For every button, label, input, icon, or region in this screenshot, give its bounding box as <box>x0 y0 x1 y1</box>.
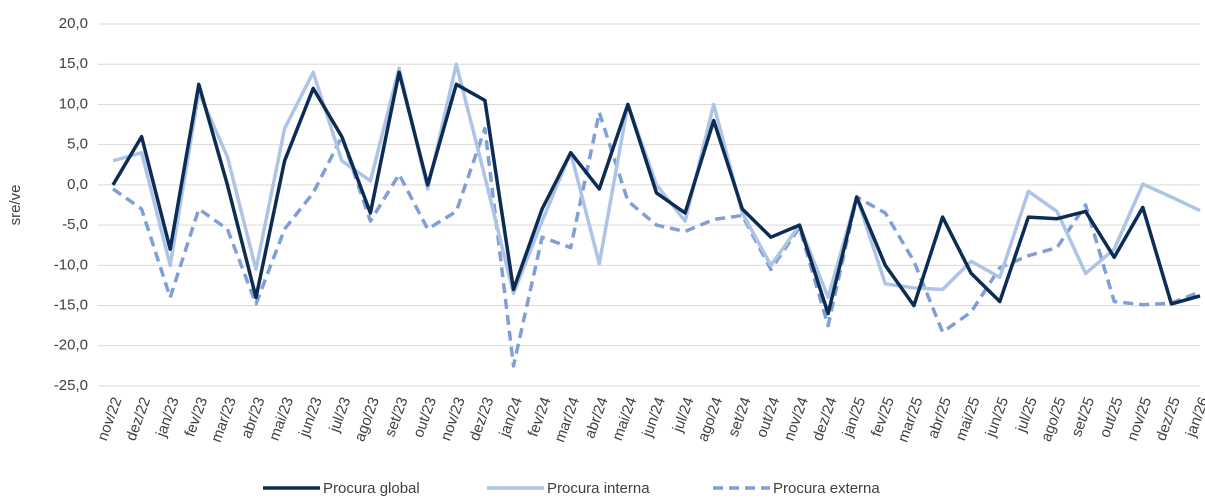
x-tick-label: dez/24 <box>809 395 840 443</box>
x-tick-label: dez/22 <box>123 395 154 443</box>
y-tick-label: 0,0 <box>67 176 88 193</box>
y-tick-label: -5,0 <box>62 216 88 233</box>
x-tick-label: mai/23 <box>266 395 297 443</box>
x-tick-label: nov/24 <box>781 395 812 443</box>
x-tick-label: out/23 <box>410 395 440 440</box>
x-tick-label: abr/25 <box>925 395 956 441</box>
y-tick-label: -20,0 <box>54 337 88 354</box>
x-tick-label: set/23 <box>382 395 412 439</box>
x-tick-label: set/24 <box>725 395 755 439</box>
x-tick-label: ago/25 <box>1038 395 1070 444</box>
y-tick-label: 5,0 <box>67 136 88 153</box>
x-tick-label: abr/23 <box>238 395 269 441</box>
y-tick-label: 20,0 <box>59 15 88 32</box>
x-tick-label: jan/26 <box>1182 395 1205 440</box>
legend-label: Procura interna <box>547 480 650 497</box>
x-tick-label: mai/25 <box>952 395 983 443</box>
x-tick-label: jun/25 <box>982 395 1012 440</box>
x-tick-label: fev/23 <box>181 395 211 439</box>
series-line <box>111 70 1201 316</box>
x-tick-label: jan/25 <box>839 395 869 440</box>
x-tick-label: jun/23 <box>295 395 325 440</box>
y-tick-label: -25,0 <box>54 377 88 394</box>
y-tick-label: -10,0 <box>54 256 88 273</box>
x-tick-label: abr/24 <box>581 395 612 441</box>
y-axis-label: sre/ve <box>7 185 24 226</box>
y-tick-label: 15,0 <box>59 55 88 72</box>
x-tick-label: mai/24 <box>609 395 640 443</box>
x-tick-label: out/25 <box>1096 395 1126 440</box>
x-tick-label: ago/23 <box>351 395 383 444</box>
x-tick-label: nov/23 <box>437 395 468 443</box>
x-tick-label: jul/24 <box>669 395 698 435</box>
x-tick-label: dez/25 <box>1153 395 1184 443</box>
x-tick-label: fev/24 <box>525 395 555 439</box>
y-tick-label: 10,0 <box>59 95 88 112</box>
x-tick-label: dez/23 <box>466 395 497 443</box>
series-line <box>111 110 1201 368</box>
x-tick-label: mar/23 <box>208 395 240 445</box>
series-line <box>112 62 1201 300</box>
x-tick-label: jan/23 <box>152 395 182 440</box>
x-tick-label: jul/23 <box>326 395 355 435</box>
legend-label: Procura externa <box>773 480 880 497</box>
x-tick-label: out/24 <box>753 395 783 440</box>
x-tick-label: jan/24 <box>496 395 526 440</box>
x-tick-label: nov/22 <box>94 395 125 443</box>
x-tick-label: set/25 <box>1068 395 1098 439</box>
x-tick-label: mar/25 <box>894 395 926 445</box>
x-tick-label: fev/25 <box>868 395 898 439</box>
x-tick-label: jun/24 <box>639 395 669 440</box>
x-tick-label: ago/24 <box>695 395 727 444</box>
y-tick-label: -15,0 <box>54 297 88 314</box>
x-tick-label: jul/25 <box>1012 395 1041 435</box>
x-tick-label: nov/25 <box>1124 395 1155 443</box>
x-tick-label: mar/24 <box>551 395 583 445</box>
legend-label: Procura global <box>323 480 420 497</box>
